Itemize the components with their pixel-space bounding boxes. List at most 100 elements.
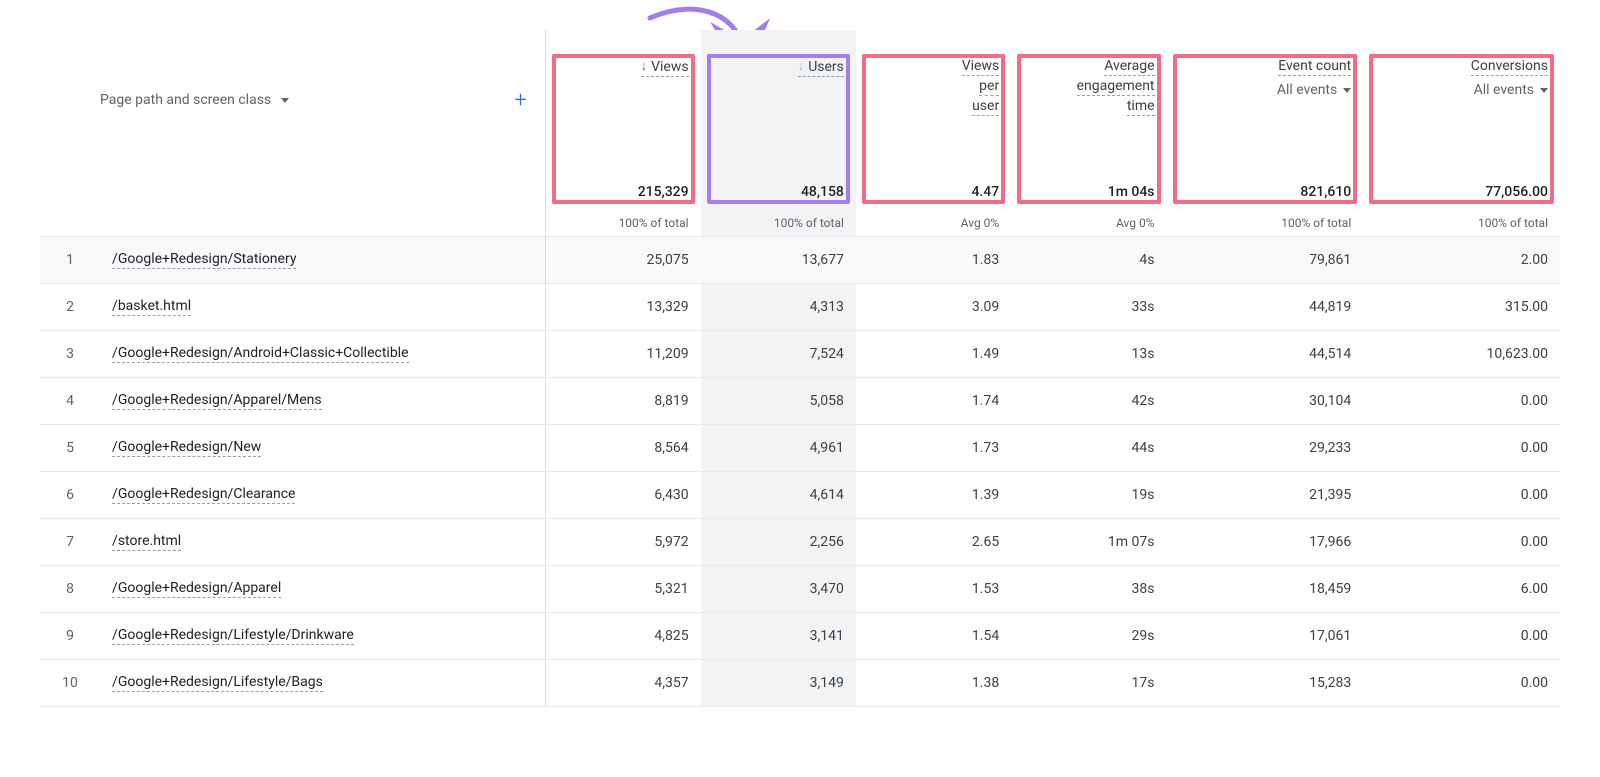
cell-aet: 19s xyxy=(1011,472,1166,519)
cell-conversions: 0.00 xyxy=(1363,660,1560,707)
subtotal-events: 100% of total xyxy=(1167,210,1364,237)
cell-users: 4,614 xyxy=(701,472,856,519)
metric-header-events[interactable]: Event count All events 821,610 xyxy=(1167,30,1364,210)
row-index: 8 xyxy=(40,566,100,613)
cell-users: 7,524 xyxy=(701,331,856,378)
cell-views: 25,075 xyxy=(545,237,700,284)
cell-conversions: 0.00 xyxy=(1363,472,1560,519)
metric-label-stack: ConversionsAll events xyxy=(1471,58,1548,98)
table-row[interactable]: 3/Google+Redesign/Android+Classic+Collec… xyxy=(40,331,1560,378)
cell-events: 44,819 xyxy=(1167,284,1364,331)
cell-views: 13,329 xyxy=(545,284,700,331)
cell-vpu: 3.09 xyxy=(856,284,1011,331)
sort-arrow-icon: ↓ xyxy=(641,60,648,73)
cell-conversions: 10,623.00 xyxy=(1363,331,1560,378)
metric-header-aet[interactable]: Averageengagementtime1m 04s xyxy=(1011,30,1166,210)
row-index: 2 xyxy=(40,284,100,331)
metric-label: Views xyxy=(962,58,1000,76)
row-index: 1 xyxy=(40,237,100,284)
metric-total: 215,329 xyxy=(638,184,689,200)
cell-conversions: 0.00 xyxy=(1363,613,1560,660)
cell-events: 21,395 xyxy=(1167,472,1364,519)
metric-label-stack: Viewsperuser xyxy=(962,58,1000,116)
cell-views: 8,819 xyxy=(545,378,700,425)
cell-views: 11,209 xyxy=(545,331,700,378)
table-row[interactable]: 6/Google+Redesign/Clearance6,4304,6141.3… xyxy=(40,472,1560,519)
subtotal-conversions: 100% of total xyxy=(1363,210,1560,237)
row-index: 5 xyxy=(40,425,100,472)
row-index: 3 xyxy=(40,331,100,378)
metric-header-conversions[interactable]: ConversionsAll events 77,056.00 xyxy=(1363,30,1560,210)
cell-users: 4,961 xyxy=(701,425,856,472)
cell-conversions: 2.00 xyxy=(1363,237,1560,284)
metric-filter-dropdown[interactable]: All events xyxy=(1277,82,1351,98)
table-row[interactable]: 8/Google+Redesign/Apparel5,3213,4701.533… xyxy=(40,566,1560,613)
cell-aet: 29s xyxy=(1011,613,1166,660)
metric-total: 821,610 xyxy=(1300,184,1351,200)
metric-total: 77,056.00 xyxy=(1485,184,1548,200)
highlight-box xyxy=(707,54,850,204)
metric-label-stack: Event count All events xyxy=(1277,58,1351,98)
metric-total: 48,158 xyxy=(801,184,844,200)
cell-users: 3,141 xyxy=(701,613,856,660)
sort-arrow-icon: ↓ xyxy=(798,60,805,73)
row-dimension[interactable]: /Google+Redesign/Android+Classic+Collect… xyxy=(100,331,545,378)
table-row[interactable]: 5/Google+Redesign/New8,5644,9611.7344s29… xyxy=(40,425,1560,472)
cell-aet: 42s xyxy=(1011,378,1166,425)
row-index: 9 xyxy=(40,613,100,660)
metric-total: 4.47 xyxy=(971,184,999,200)
cell-aet: 38s xyxy=(1011,566,1166,613)
row-index: 6 xyxy=(40,472,100,519)
cell-aet: 33s xyxy=(1011,284,1166,331)
row-dimension[interactable]: /store.html xyxy=(100,519,545,566)
cell-events: 18,459 xyxy=(1167,566,1364,613)
cell-vpu: 1.54 xyxy=(856,613,1011,660)
cell-users: 13,677 xyxy=(701,237,856,284)
metric-label: Event count xyxy=(1278,58,1351,76)
table-row[interactable]: 9/Google+Redesign/Lifestyle/Drinkware4,8… xyxy=(40,613,1560,660)
cell-aet: 1m 07s xyxy=(1011,519,1166,566)
subtotal-row: 100% of total100% of totalAvg 0%Avg 0%10… xyxy=(40,210,1560,237)
cell-views: 8,564 xyxy=(545,425,700,472)
table-row[interactable]: 7/store.html5,9722,2562.651m 07s17,9660.… xyxy=(40,519,1560,566)
table-row[interactable]: 10/Google+Redesign/Lifestyle/Bags4,3573,… xyxy=(40,660,1560,707)
table-row[interactable]: 2/basket.html13,3294,3133.0933s44,819315… xyxy=(40,284,1560,331)
table-row[interactable]: 1/Google+Redesign/Stationery25,07513,677… xyxy=(40,237,1560,284)
subtotal-vpu: Avg 0% xyxy=(856,210,1011,237)
cell-vpu: 1.53 xyxy=(856,566,1011,613)
metric-header-users[interactable]: ↓Users 48,158 xyxy=(701,30,856,210)
cell-vpu: 2.65 xyxy=(856,519,1011,566)
metric-label-stack: Averageengagementtime xyxy=(1077,58,1155,116)
cell-conversions: 0.00 xyxy=(1363,425,1560,472)
metric-filter-dropdown[interactable]: All events xyxy=(1474,82,1548,98)
row-index: 7 xyxy=(40,519,100,566)
metric-header-views[interactable]: ↓Views215,329 xyxy=(545,30,700,210)
row-dimension[interactable]: /Google+Redesign/Apparel/Mens xyxy=(100,378,545,425)
row-dimension[interactable]: /Google+Redesign/New xyxy=(100,425,545,472)
chevron-down-icon xyxy=(1540,88,1548,93)
cell-vpu: 1.74 xyxy=(856,378,1011,425)
cell-views: 6,430 xyxy=(545,472,700,519)
add-dimension-button[interactable]: + xyxy=(514,88,526,113)
row-index: 4 xyxy=(40,378,100,425)
highlight-box xyxy=(552,54,695,204)
analytics-report-table: Page path and screen class + ↓Views215,3… xyxy=(0,0,1600,727)
row-dimension[interactable]: /Google+Redesign/Apparel xyxy=(100,566,545,613)
row-dimension[interactable]: /basket.html xyxy=(100,284,545,331)
subtotal-users: 100% of total xyxy=(701,210,856,237)
row-dimension[interactable]: /Google+Redesign/Stationery xyxy=(100,237,545,284)
header-index xyxy=(40,30,100,210)
cell-aet: 4s xyxy=(1011,237,1166,284)
metric-label: ↓Users xyxy=(798,59,844,77)
metric-label-stack: ↓Users xyxy=(798,58,844,77)
cell-aet: 44s xyxy=(1011,425,1166,472)
cell-events: 17,061 xyxy=(1167,613,1364,660)
row-dimension[interactable]: /Google+Redesign/Clearance xyxy=(100,472,545,519)
cell-events: 44,514 xyxy=(1167,331,1364,378)
row-dimension[interactable]: /Google+Redesign/Lifestyle/Bags xyxy=(100,660,545,707)
cell-views: 5,321 xyxy=(545,566,700,613)
row-dimension[interactable]: /Google+Redesign/Lifestyle/Drinkware xyxy=(100,613,545,660)
table-row[interactable]: 4/Google+Redesign/Apparel/Mens8,8195,058… xyxy=(40,378,1560,425)
metric-header-vpu[interactable]: Viewsperuser 4.47 xyxy=(856,30,1011,210)
dimension-selector[interactable]: Page path and screen class xyxy=(100,92,289,108)
